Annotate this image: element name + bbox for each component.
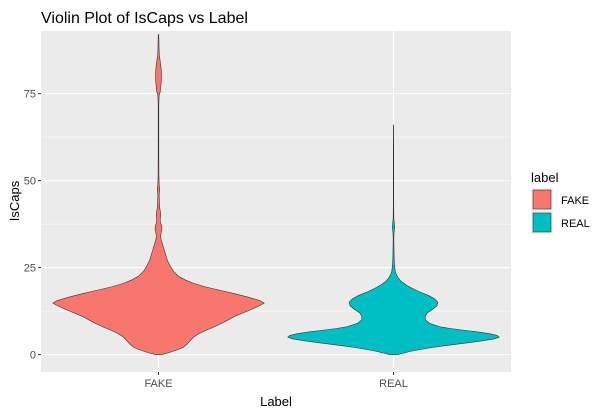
legend-swatch-real [532, 212, 552, 233]
x-axis-title: Label [260, 394, 292, 409]
y-axis: 0 25 50 75 [24, 89, 41, 362]
legend-title: label [531, 170, 559, 185]
x-axis: FAKE REAL [144, 372, 408, 390]
chart-title: Violin Plot of IsCaps vs Label [41, 10, 248, 27]
legend-label-fake: FAKE [561, 195, 589, 207]
legend: label FAKE REAL [531, 170, 590, 234]
y-tick-label: 25 [24, 263, 36, 275]
violin-real [287, 124, 500, 355]
violin-fake [52, 34, 265, 355]
legend-swatch-fake [532, 189, 552, 210]
y-tick-label: 75 [24, 89, 36, 101]
x-tick-label: FAKE [144, 378, 172, 390]
violins [52, 34, 500, 355]
legend-label-real: REAL [561, 218, 590, 230]
y-axis-title: IsCaps [7, 180, 22, 221]
legend-entries: FAKE REAL [531, 188, 590, 234]
x-tick-label: REAL [379, 378, 408, 390]
y-tick-label: 50 [24, 176, 36, 188]
y-tick-label: 0 [30, 350, 36, 362]
